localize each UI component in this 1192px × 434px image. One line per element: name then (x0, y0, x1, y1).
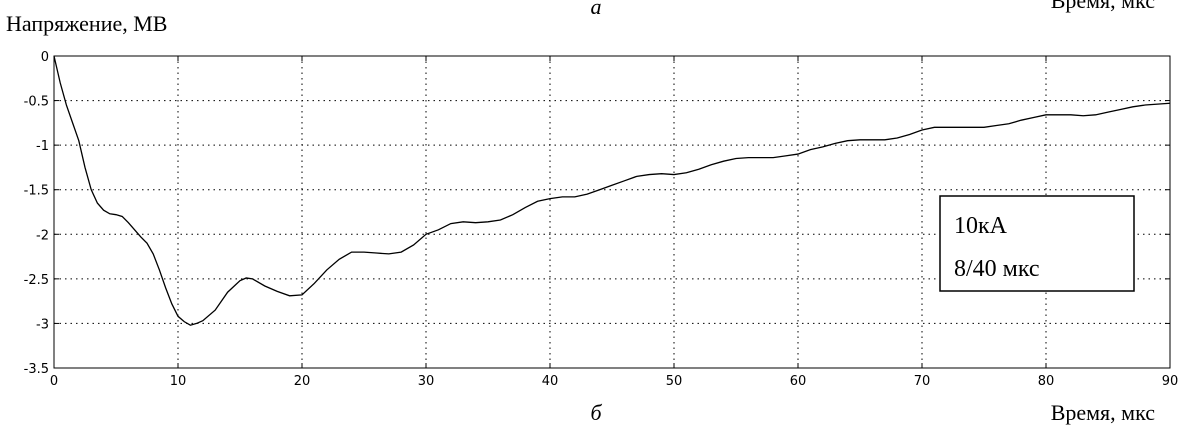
x-tick-label: 90 (1162, 374, 1179, 389)
x-tick-label: 60 (790, 374, 807, 389)
x-tick-label: 20 (294, 374, 311, 389)
y-tick-label: -1 (36, 139, 49, 154)
x-tick-label: 30 (418, 374, 435, 389)
caption-top-right: Время, мкс (1051, 0, 1156, 13)
plot-frame (53, 55, 1171, 369)
y-tick-label: -0.5 (24, 95, 49, 110)
y-tick-label: -3 (36, 317, 49, 332)
y-tick-label: -2 (36, 228, 49, 243)
x-tick-label: 80 (1038, 374, 1055, 389)
x-tick-label: 70 (914, 374, 931, 389)
x-axis-ticks: 0 10 20 30 40 50 60 70 80 90 (50, 56, 1178, 389)
annotation-line-waveform: 8/40 мкс (954, 256, 1040, 282)
y-tick-label: 0 (41, 50, 49, 65)
x-axis-label: Время, мкс (1051, 400, 1156, 425)
annotation-frame (939, 195, 1135, 292)
y-tick-label: -3.5 (24, 362, 49, 377)
y-tick-label: -2.5 (24, 273, 49, 288)
caption-a: а (591, 0, 602, 19)
x-tick-label: 0 (50, 374, 58, 389)
y-axis-ticks: 0 -0.5 -1 -1.5 -2 -2.5 -3 -3.5 (24, 50, 1170, 377)
y-axis-label: Напряжение, МВ (6, 11, 167, 36)
annotation-line-current: 10кА (954, 213, 1008, 239)
x-tick-label: 10 (170, 374, 187, 389)
y-tick-label: -1.5 (24, 184, 49, 199)
annotation-box: 10кА 8/40 мкс (939, 195, 1135, 292)
voltage-series-line (53, 55, 1171, 326)
x-tick-label: 40 (542, 374, 559, 389)
x-tick-label: 50 (666, 374, 683, 389)
caption-b: б (590, 400, 602, 425)
